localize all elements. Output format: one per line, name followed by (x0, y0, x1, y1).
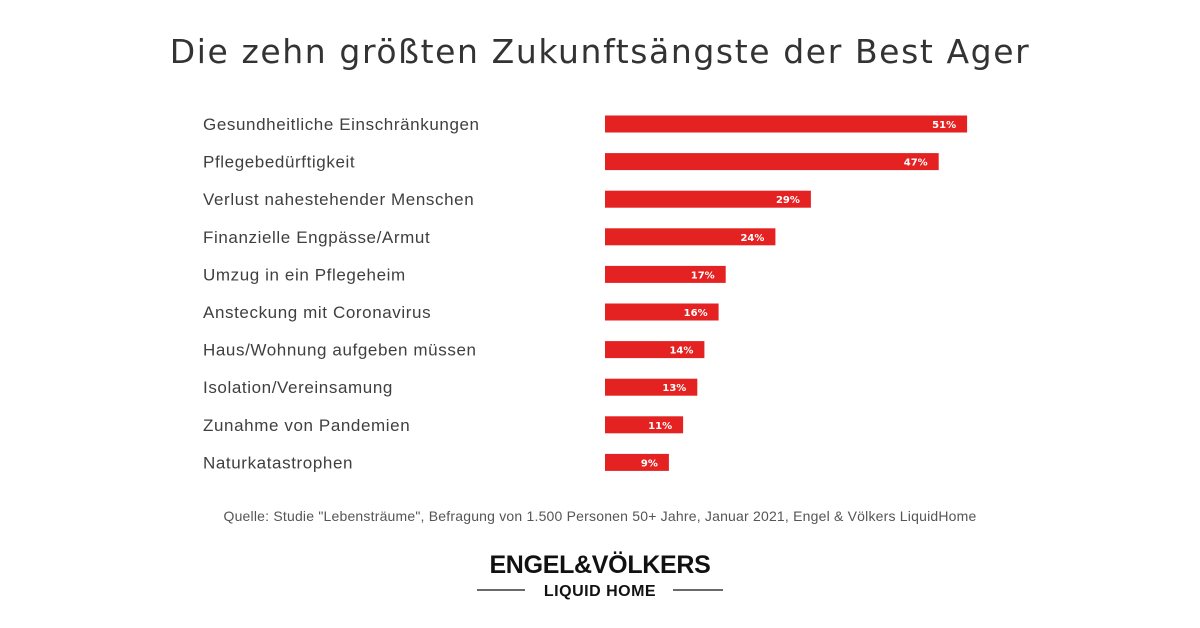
engel-voelkers-logo: ENGEL&VÖLKERS LIQUID HOME (477, 550, 723, 600)
bar (605, 416, 684, 434)
bar (605, 453, 669, 471)
bar (605, 378, 698, 396)
category-label: Finanzielle Engpässe/Armut (203, 228, 430, 247)
category-label: Verlust nahestehender Menschen (203, 190, 474, 209)
category-label: Gesundheitliche Einschränkungen (203, 115, 480, 134)
chart-title: Die zehn größten Zukunftsängste der Best… (169, 32, 1031, 71)
bar (605, 153, 939, 171)
category-label: Isolation/Vereinsamung (203, 378, 393, 397)
bar-value-label: 47% (904, 158, 928, 169)
bar (605, 303, 719, 321)
bar-value-label: 24% (740, 233, 764, 244)
bar (605, 115, 968, 133)
category-label: Naturkatastrophen (203, 453, 353, 472)
bar-value-label: 14% (669, 346, 693, 357)
category-label: Zunahme von Pandemien (203, 416, 410, 435)
bar (605, 228, 776, 246)
source-note: Quelle: Studie "Lebensträume", Befragung… (223, 508, 977, 524)
bar (605, 265, 726, 283)
category-label: Umzug in ein Pflegeheim (203, 265, 406, 284)
category-label: Haus/Wohnung aufgeben müssen (203, 341, 477, 360)
logo-brand-text: ENGEL&VÖLKERS (489, 550, 710, 579)
category-label: Ansteckung mit Coronavirus (203, 303, 431, 322)
bar-value-label: 17% (691, 270, 715, 281)
bar-value-label: 13% (662, 383, 686, 394)
bar (605, 190, 811, 208)
bar-value-label: 51% (932, 120, 956, 131)
logo-sub-text: LIQUID HOME (544, 583, 656, 600)
bar-value-label: 9% (641, 458, 658, 469)
bar-value-label: 29% (776, 195, 800, 206)
category-label: Pflegebedürftigkeit (203, 153, 355, 172)
bar (605, 341, 705, 359)
bar-value-label: 11% (648, 421, 672, 432)
bar-value-label: 16% (684, 308, 708, 319)
